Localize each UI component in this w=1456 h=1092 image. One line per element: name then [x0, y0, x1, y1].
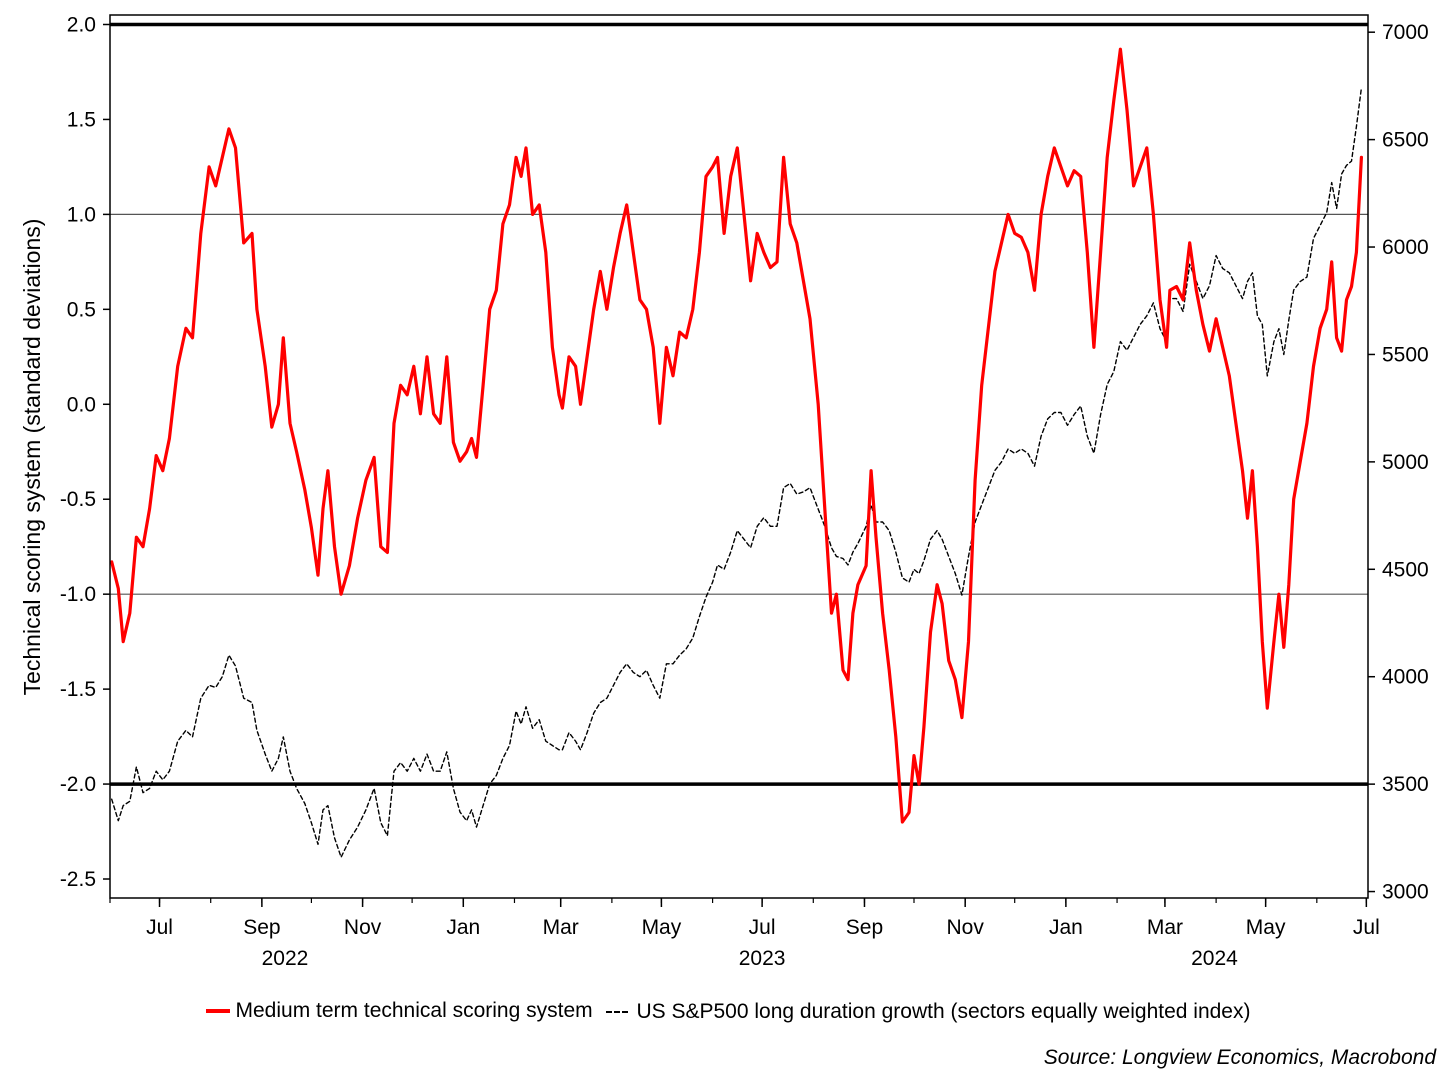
y-right-tick-label: 4500	[1382, 558, 1429, 581]
y-left-tick-label: -2.0	[60, 773, 96, 796]
legend-swatch-red-line	[205, 1009, 230, 1013]
x-tick-label: Sep	[243, 916, 280, 939]
x-tick-label: Jul	[749, 916, 776, 939]
y-left-tick-label: -2.5	[60, 868, 96, 891]
legend-swatch-dashed-line	[606, 1011, 629, 1013]
y-axis-title: Technical scoring system (standard devia…	[19, 219, 45, 696]
legend-label-index: US S&P500 long duration growth (sectors …	[636, 1000, 1251, 1023]
y-left-tick-label: -1.5	[60, 678, 96, 701]
x-tick-label: May	[1246, 916, 1286, 939]
x-tick-label: Jul	[146, 916, 173, 939]
plot-frame	[109, 14, 1369, 899]
x-tick-label: Jul	[1353, 916, 1380, 939]
x-tick-label: Jan	[1049, 916, 1083, 939]
x-year-label: 2022	[262, 947, 309, 970]
y-left-tick-label: 2.0	[67, 13, 96, 36]
y-left-tick-label: 0.0	[67, 393, 96, 416]
x-tick-label: Mar	[1147, 916, 1183, 939]
series-lines	[110, 47, 1363, 858]
x-tick-label: Jan	[446, 916, 480, 939]
x-tick-label: Nov	[344, 916, 382, 939]
y-left-tick-label: 1.5	[67, 108, 96, 131]
x-year-label: 2023	[739, 947, 786, 970]
legend: Medium term technical scoring system US …	[0, 995, 1456, 1024]
legend-label-scoring: Medium term technical scoring system	[235, 999, 593, 1022]
x-year-label: 2024	[1191, 947, 1238, 970]
y-right-tick-label: 7000	[1382, 21, 1429, 44]
plot-border	[109, 14, 1369, 899]
series-line-scoring-system	[110, 47, 1363, 824]
series-line-sp500-index	[111, 87, 1363, 858]
y-right-tick-label: 4000	[1382, 666, 1429, 689]
legend-item-scoring: Medium term technical scoring system	[205, 999, 593, 1023]
x-tick-label: Nov	[946, 916, 984, 939]
legend-item-index: US S&P500 long duration growth (sectors …	[606, 1000, 1250, 1024]
chart-svg: -2.5 -2.0 -1.5 -1.0 -0.5 0.0 0.5 1.0 1.5 2.0 3000 3…	[19, 13, 1429, 970]
y-right-tick-label: 5500	[1382, 343, 1429, 366]
y-left-tick-label: -0.5	[60, 488, 96, 511]
y-right-tick-label: 6000	[1382, 236, 1429, 259]
y-left-tick-label: 1.0	[67, 203, 96, 226]
y-left-tick-label: 0.5	[67, 298, 96, 321]
axis-ticks: -2.5 -2.0 -1.5 -1.0 -0.5 0.0 0.5 1.0 1.5 2.0 3000 3…	[60, 13, 1429, 970]
y-right-tick-label: 3500	[1382, 773, 1429, 796]
y-right-tick-label: 6500	[1382, 129, 1429, 152]
source-note: Source: Longview Economics, Macrobond	[1043, 1046, 1436, 1069]
x-tick-label: Sep	[846, 916, 883, 939]
y-right-tick-label: 5000	[1382, 451, 1429, 474]
reference-lines	[110, 22, 1368, 786]
y-left-tick-label: -1.0	[60, 583, 96, 606]
x-tick-label: Mar	[543, 916, 579, 939]
y-right-tick-label: 3000	[1382, 881, 1429, 904]
x-tick-label: May	[642, 916, 682, 939]
